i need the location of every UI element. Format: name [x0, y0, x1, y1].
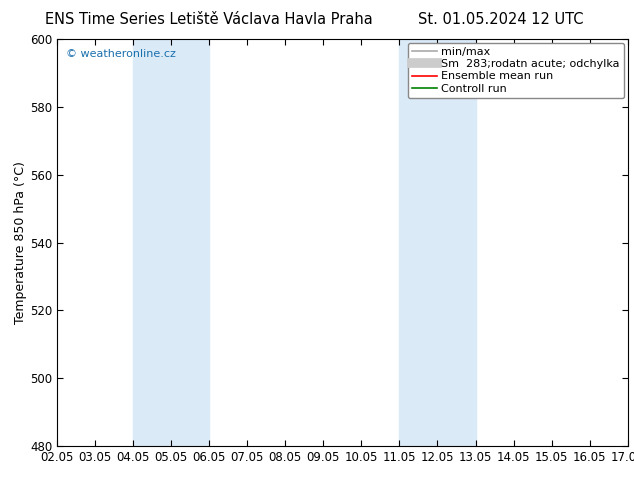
- Text: St. 01.05.2024 12 UTC: St. 01.05.2024 12 UTC: [418, 12, 584, 27]
- Y-axis label: Temperature 850 hPa (°C): Temperature 850 hPa (°C): [14, 161, 27, 324]
- Bar: [399, 39, 476, 446]
- Bar: [133, 39, 209, 446]
- Legend: min/max, Sm  283;rodatn acute; odchylka, Ensemble mean run, Controll run: min/max, Sm 283;rodatn acute; odchylka, …: [408, 43, 624, 98]
- Text: © weatheronline.cz: © weatheronline.cz: [66, 49, 176, 59]
- Text: ENS Time Series Letiště Václava Havla Praha: ENS Time Series Letiště Václava Havla Pr…: [46, 12, 373, 27]
